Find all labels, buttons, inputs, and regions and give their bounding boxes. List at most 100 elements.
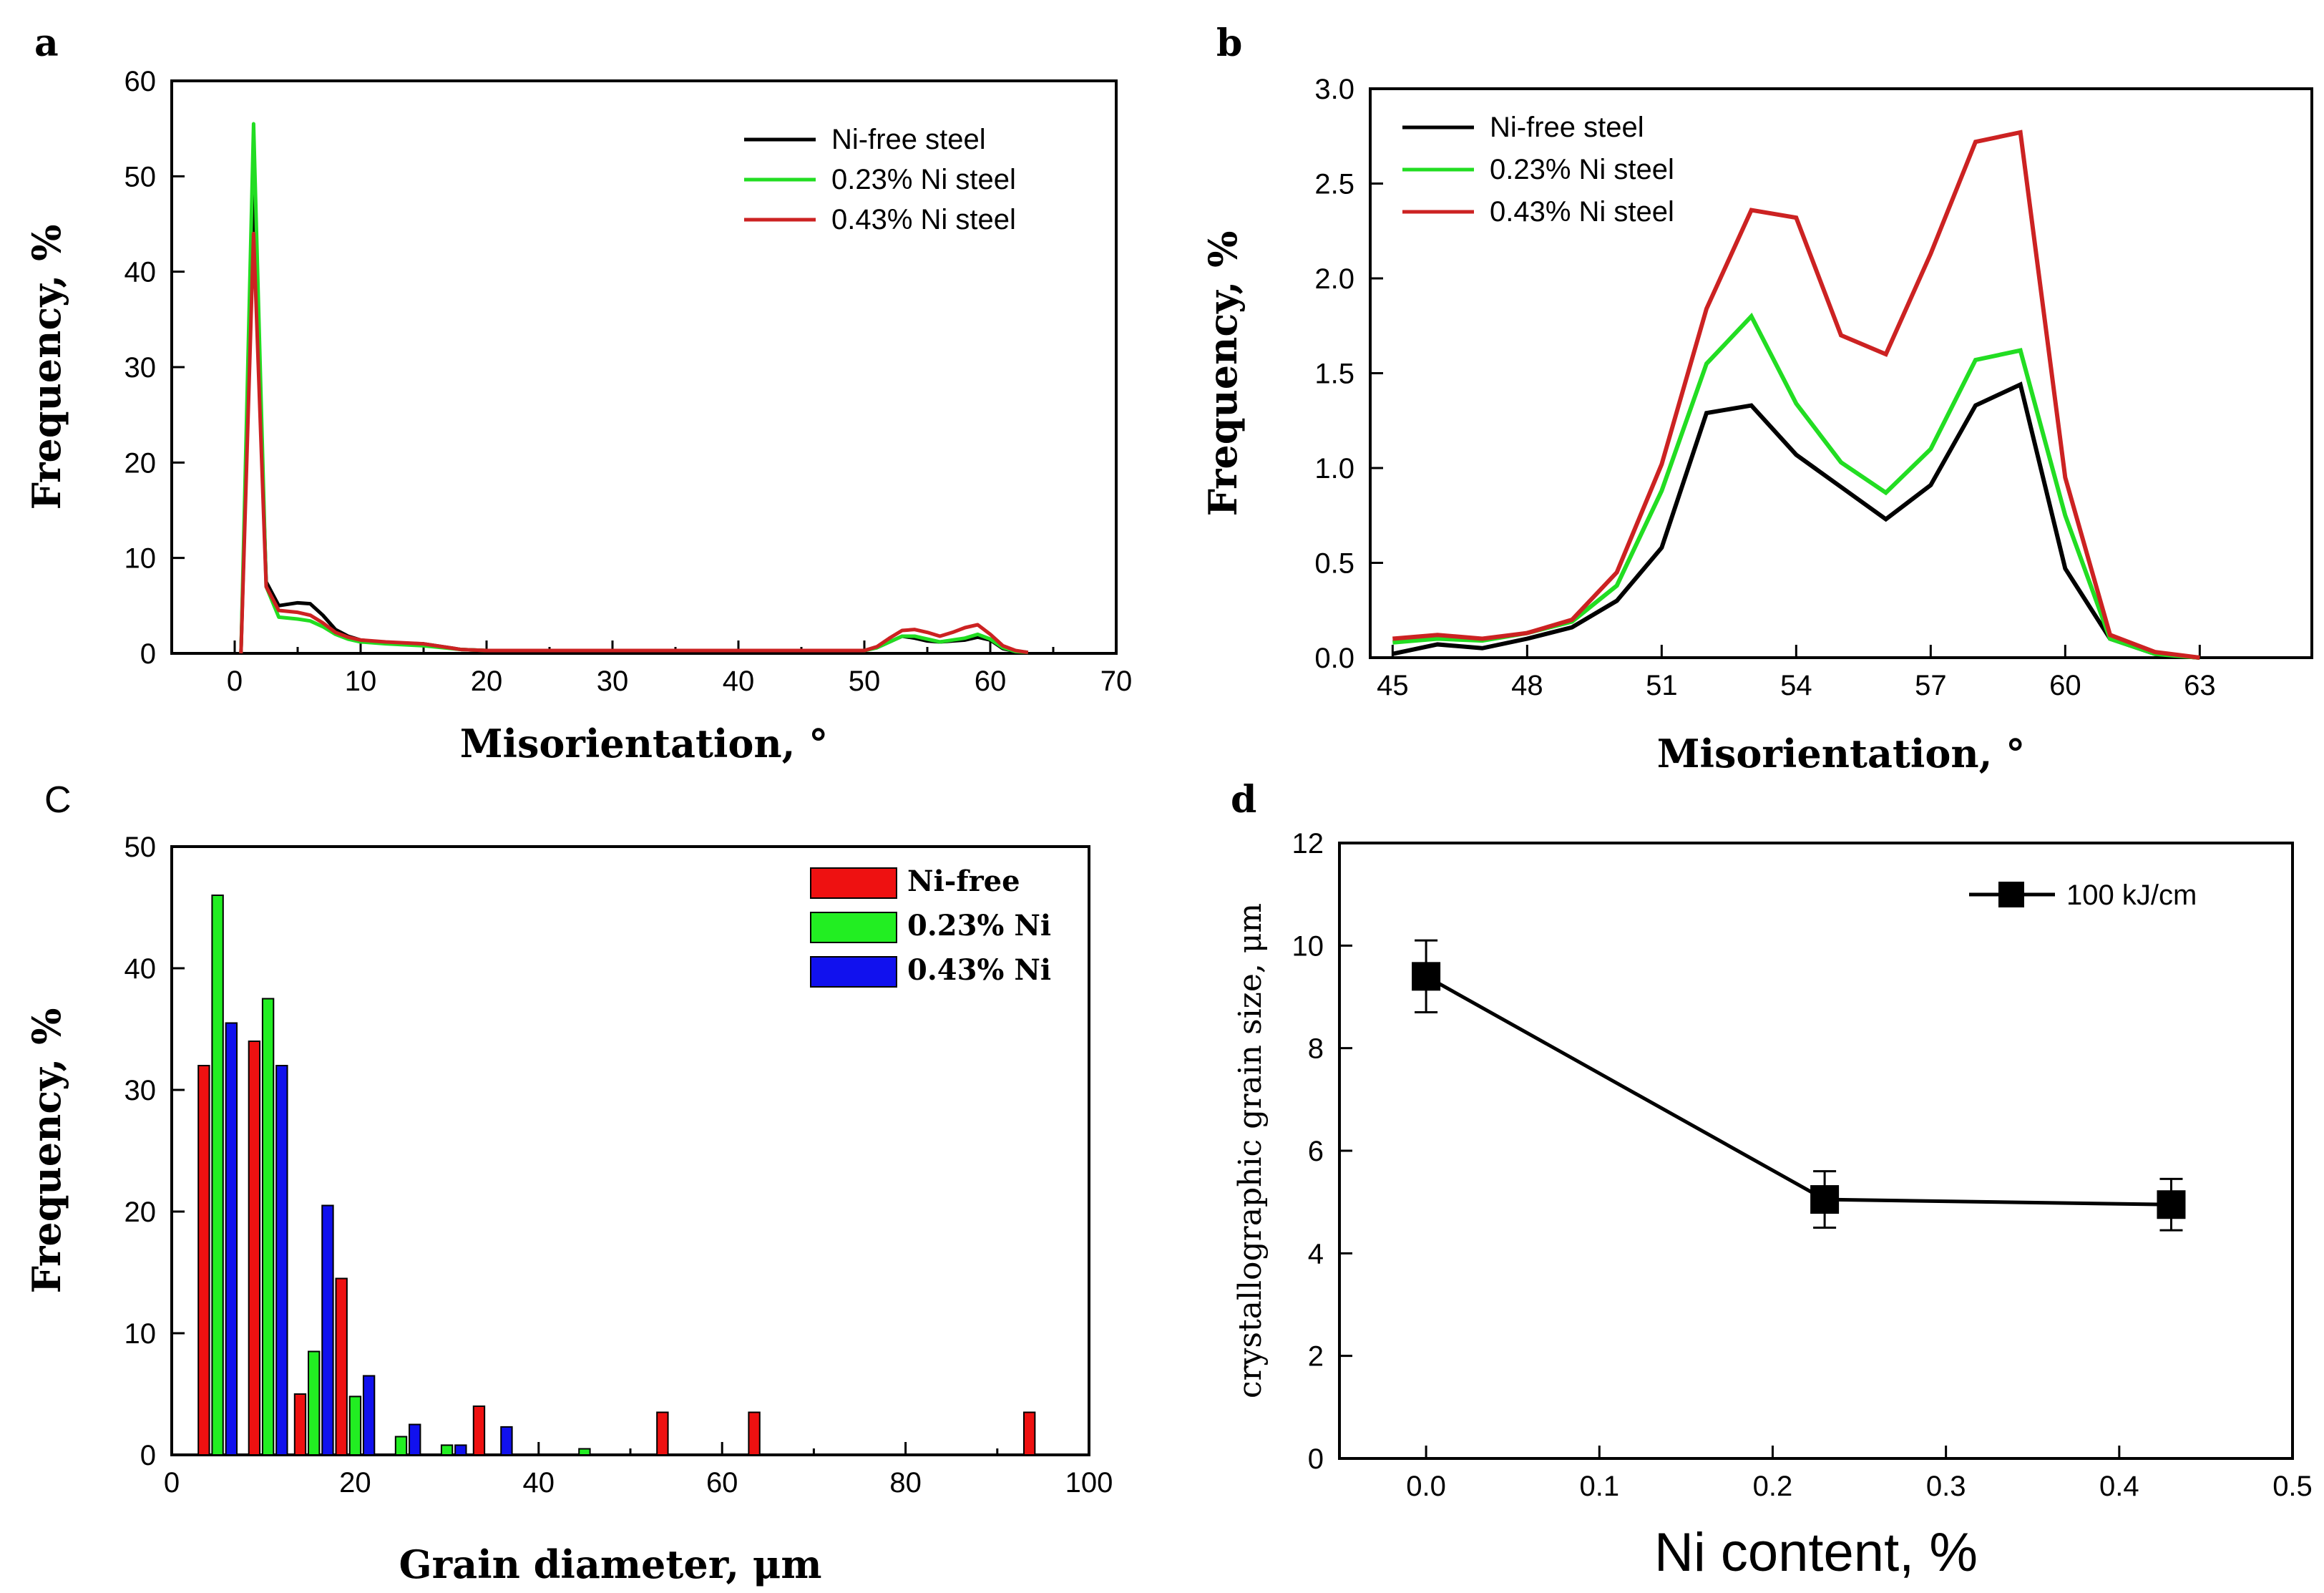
bar	[261, 998, 275, 1456]
y-tick-label: 2.5	[1314, 169, 1354, 200]
x-tick-label: 0	[227, 666, 243, 697]
legend-marker	[1998, 882, 2024, 907]
x-tick-label: 0.0	[1406, 1471, 1446, 1502]
bar	[578, 1448, 591, 1456]
bar	[394, 1436, 408, 1456]
y-tick-label: 2	[1308, 1341, 1324, 1373]
bar	[362, 1375, 376, 1456]
panel-a-title: a	[34, 21, 59, 65]
y-tick-label: 12	[1292, 828, 1324, 859]
y-tick-label: 40	[125, 953, 157, 985]
x-tick-label: 57	[1915, 670, 1947, 701]
x-tick-label: 60	[2049, 670, 2081, 701]
y-tick-label: 30	[125, 1075, 157, 1106]
y-tick-label: 3.0	[1314, 74, 1354, 105]
y-tick-label: 4	[1308, 1238, 1324, 1270]
series-line	[239, 193, 1028, 655]
y-tick-label: 2.0	[1314, 263, 1354, 295]
bar	[308, 1350, 321, 1456]
panel-c-title: C	[44, 779, 72, 821]
bar	[748, 1411, 761, 1456]
series-line	[239, 122, 1028, 655]
panel-a-xlabel: Misorientation, °	[460, 721, 829, 766]
y-tick-label: 10	[125, 543, 157, 575]
x-tick-label: 45	[1377, 670, 1409, 701]
x-tick-label: 0.3	[1926, 1471, 1966, 1502]
x-tick-label: 0.4	[2099, 1471, 2139, 1502]
panel-d-ylabel: crystallographic grain size, μm	[1232, 903, 1269, 1398]
y-tick-label: 0	[140, 638, 156, 670]
y-tick-label: 0.0	[1314, 643, 1354, 674]
y-tick-label: 0	[140, 1440, 156, 1471]
legend-label: Ni-free steel	[1490, 112, 1644, 143]
y-tick-label: 10	[1292, 930, 1324, 962]
x-tick-label: 40	[523, 1467, 555, 1499]
y-tick-label: 50	[125, 832, 157, 863]
legend-swatch	[810, 912, 897, 943]
y-tick-label: 1.0	[1314, 453, 1354, 484]
bar	[211, 895, 224, 1456]
series-line	[239, 231, 1029, 655]
legend-label: 0.43% Ni	[907, 953, 1051, 987]
x-tick-label: 80	[889, 1467, 922, 1499]
series-line	[1392, 130, 2200, 660]
y-tick-label: 40	[125, 257, 157, 288]
y-tick-label: 30	[125, 352, 157, 384]
legend-label: 0.23% Ni steel	[1490, 154, 1674, 185]
legend-label: 0.23% Ni	[907, 909, 1051, 942]
legend-label: Ni-free	[907, 864, 1020, 898]
series-line	[1392, 381, 2200, 660]
y-tick-label: 6	[1308, 1136, 1324, 1167]
x-tick-label: 0.2	[1753, 1471, 1793, 1502]
legend-label: 0.43% Ni steel	[831, 204, 1016, 235]
x-tick-label: 50	[849, 666, 881, 697]
panel-c-xlabel: Grain diameter, μm	[399, 1541, 822, 1587]
data-marker	[1412, 962, 1441, 991]
panel-b-xlabel: Misorientation, °	[1657, 731, 2026, 776]
legend-label: 0.43% Ni steel	[1490, 196, 1674, 228]
panel-a-ylabel: Frequency, %	[24, 225, 69, 510]
x-tick-label: 100	[1065, 1467, 1113, 1499]
panel-b: b 45 48 51 54 57 60 63 0.0 0.5 1.0 1.5 2.0 2.5 3.0 Ni…	[1200, 21, 2313, 776]
panel-d-title: d	[1231, 778, 1256, 822]
x-tick-label: 60	[706, 1467, 738, 1499]
bar	[225, 1022, 238, 1456]
y-tick-label: 8	[1308, 1033, 1324, 1065]
bar	[321, 1204, 334, 1456]
legend-label: 0.23% Ni steel	[831, 164, 1016, 195]
bar	[472, 1406, 486, 1456]
bar	[454, 1444, 467, 1456]
bar	[409, 1423, 421, 1456]
panel-a: a 0 10 20 30 40 50 60 70 0 10 20 30 40 50 60 Ni-free s…	[24, 21, 1132, 766]
bar	[293, 1393, 307, 1456]
bar	[248, 1041, 261, 1456]
x-tick-label: 48	[1511, 670, 1543, 701]
bar	[440, 1444, 454, 1456]
panel-c-ylabel: Frequency, %	[24, 1008, 69, 1294]
bar	[348, 1395, 362, 1456]
x-tick-label: 10	[345, 666, 377, 697]
legend-swatch	[810, 867, 897, 899]
x-tick-label: 0.1	[1579, 1471, 1619, 1502]
y-tick-label: 0.5	[1314, 548, 1354, 580]
y-tick-label: 10	[125, 1318, 157, 1350]
bar	[197, 1065, 210, 1456]
y-tick-label: 50	[125, 161, 157, 193]
panel-c: C 0 20 40 60 80 100 0 10 20 30 40 50 Ni-free 0.23% N…	[24, 779, 1113, 1587]
series-line	[1392, 312, 2200, 660]
x-tick-label: 0.5	[2272, 1471, 2313, 1502]
x-tick-label: 63	[2184, 670, 2216, 701]
data-marker	[1810, 1185, 1840, 1214]
panel-d-xlabel: Ni content, %	[1654, 1522, 1978, 1583]
y-tick-label: 0	[1308, 1443, 1324, 1475]
x-tick-label: 70	[1100, 666, 1133, 697]
x-tick-label: 51	[1646, 670, 1678, 701]
panel-d-frame	[1338, 842, 2294, 1460]
legend-swatch	[810, 956, 897, 988]
x-tick-label: 60	[975, 666, 1007, 697]
legend-label: Ni-free steel	[831, 124, 986, 155]
x-tick-label: 30	[597, 666, 629, 697]
y-tick-label: 1.5	[1314, 359, 1354, 390]
